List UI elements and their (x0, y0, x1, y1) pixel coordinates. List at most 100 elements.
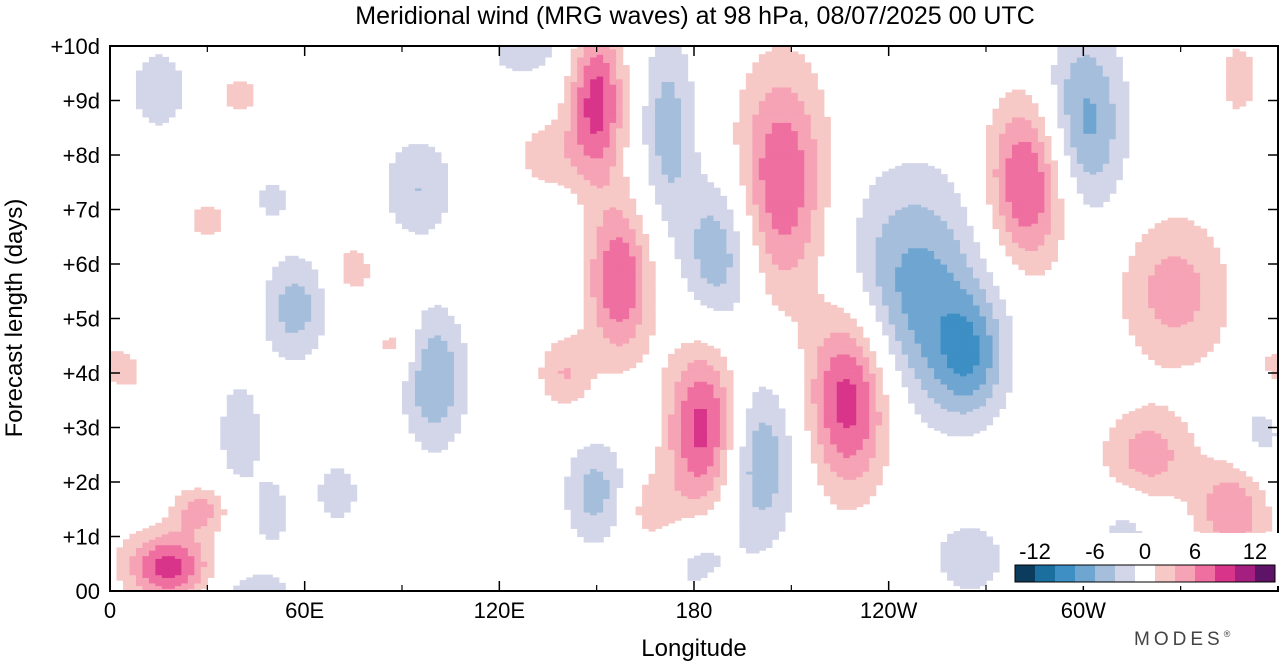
field-cell (278, 193, 286, 197)
field-cell (330, 506, 338, 510)
field-cell (551, 367, 559, 371)
field-cell (304, 285, 312, 290)
field-cell (285, 310, 293, 314)
field-cell (272, 323, 280, 328)
field-cell (272, 531, 280, 535)
field-cell (135, 544, 144, 548)
field-cell (570, 389, 578, 393)
field-cell (421, 220, 429, 224)
field-cell (564, 111, 572, 115)
field-cell (460, 381, 468, 385)
field-cell (168, 528, 176, 532)
field-cell (207, 552, 215, 557)
field-cell (570, 468, 578, 472)
field-cell (239, 465, 247, 469)
field-cell (668, 353, 676, 358)
field-cell (298, 318, 306, 322)
field-cell (427, 313, 436, 317)
field-cell (265, 209, 273, 213)
field-cell (414, 179, 423, 183)
field-cell (239, 389, 247, 393)
field-cell (200, 223, 208, 227)
field-cell (168, 531, 176, 535)
field-cell (551, 155, 559, 159)
field-cell (291, 345, 299, 350)
field-cell (181, 536, 189, 540)
field-cell (343, 503, 351, 508)
field-cell (421, 176, 429, 181)
field-cell (272, 501, 280, 505)
field-cell (272, 266, 280, 271)
field-cell (447, 367, 455, 371)
field-cell (181, 514, 189, 519)
field-cell (155, 97, 163, 102)
field-cell (427, 206, 436, 211)
field-cell (135, 571, 144, 576)
field-cell (187, 555, 195, 559)
field-cell (440, 397, 449, 401)
field-cell (142, 78, 150, 83)
field-cell (460, 392, 468, 396)
field-cell (135, 566, 144, 570)
field-cell (564, 367, 572, 371)
field-cell (525, 160, 533, 164)
field-cell (551, 373, 559, 377)
field-cell (609, 452, 617, 456)
field-cell (181, 574, 189, 578)
field-cell (187, 511, 195, 516)
field-cell (447, 397, 455, 401)
field-cell (174, 75, 182, 80)
field-cell (531, 46, 539, 50)
field-cell (200, 525, 208, 529)
field-cell (252, 441, 260, 445)
field-cell (272, 315, 280, 320)
field-cell (317, 296, 325, 301)
field-cell (181, 563, 189, 568)
field-cell (551, 378, 559, 382)
field-cell (187, 582, 195, 587)
field-cell (447, 375, 455, 380)
field-cell (427, 427, 436, 431)
field-cell (564, 503, 572, 508)
field-cell (570, 457, 578, 461)
field-cell (538, 375, 546, 380)
field-cell (570, 362, 578, 366)
field-cell (427, 195, 436, 200)
field-cell (246, 443, 254, 448)
field-cell (460, 405, 468, 410)
field-cell (564, 122, 572, 126)
field-cell (681, 54, 689, 58)
field-cell (427, 332, 436, 336)
field-cell (460, 411, 468, 415)
field-cell (155, 111, 163, 115)
field-cell (148, 75, 157, 80)
field-cell (453, 408, 461, 412)
field-cell (551, 160, 559, 164)
field-cell (187, 558, 195, 562)
field-cell (557, 397, 565, 401)
field-cell (382, 343, 390, 347)
field-cell (440, 413, 449, 418)
field-cell (427, 435, 436, 440)
field-cell (259, 528, 267, 532)
field-cell (421, 212, 429, 216)
field-cell (706, 552, 715, 557)
field-cell (434, 171, 442, 175)
field-cell (142, 552, 150, 557)
field-cell (421, 144, 429, 148)
field-cell (129, 588, 137, 591)
field-cell (440, 334, 449, 339)
field-cell (570, 490, 578, 494)
field-cell (427, 389, 436, 393)
field-cell (453, 337, 461, 341)
field-cell (200, 214, 208, 219)
field-cell (265, 511, 273, 516)
plot-area (110, 46, 1278, 591)
field-cell (168, 544, 176, 548)
field-cell (460, 378, 468, 382)
field-cell (408, 190, 416, 194)
field-cell (687, 558, 695, 562)
field-cell (570, 514, 578, 519)
field-cell (389, 209, 397, 213)
field-cell (525, 56, 533, 61)
